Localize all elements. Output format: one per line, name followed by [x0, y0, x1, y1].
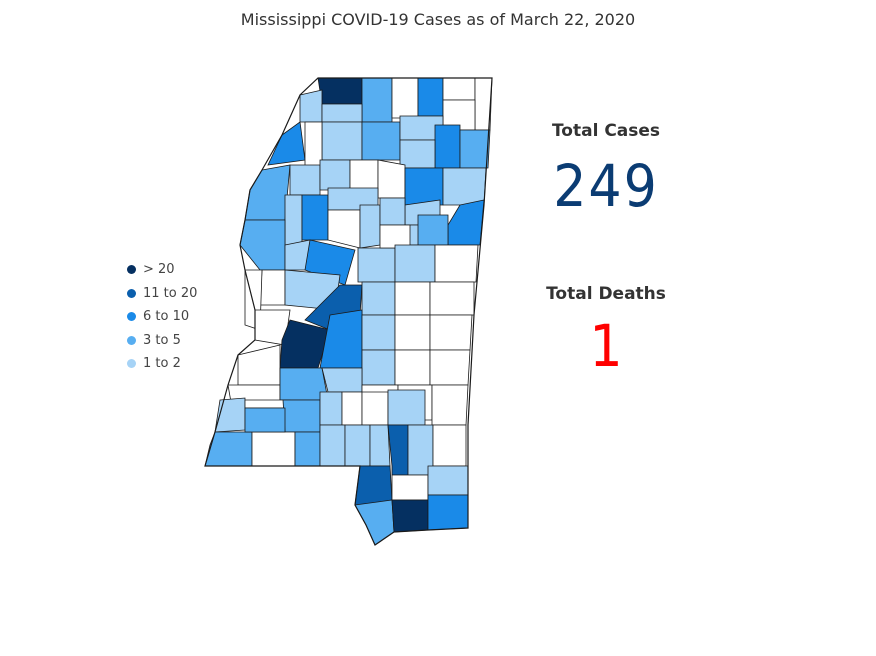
county-jeff-davis[interactable] — [341, 391, 363, 426]
county-winston[interactable] — [394, 244, 436, 283]
legend-label: 1 to 2 — [143, 356, 181, 372]
county-lincoln[interactable] — [282, 399, 321, 433]
legend-item: > 20 — [127, 258, 197, 282]
county-attala[interactable] — [357, 247, 396, 283]
county-tate[interactable] — [321, 103, 363, 123]
legend-swatch-icon — [127, 335, 136, 345]
legend-item: 3 to 5 — [127, 329, 197, 353]
county-smith[interactable] — [361, 349, 396, 386]
county-forrest-n[interactable] — [361, 391, 389, 426]
county-pike[interactable] — [244, 407, 286, 433]
county-leflore[interactable] — [301, 194, 329, 241]
county-wilkinson[interactable] — [204, 431, 253, 467]
county-carroll[interactable] — [327, 209, 361, 249]
county-yalobusha[interactable] — [319, 159, 351, 191]
county-noxubee-n[interactable] — [417, 214, 449, 246]
county-marion[interactable] — [319, 424, 346, 467]
legend-label: > 20 — [143, 262, 175, 278]
county-jackson[interactable] — [427, 494, 469, 531]
county-tippah[interactable] — [417, 77, 444, 117]
county-benton[interactable] — [391, 77, 419, 119]
legend-item: 11 to 20 — [127, 282, 197, 306]
total-deaths-label: Total Deaths — [546, 284, 666, 304]
county-desoto[interactable] — [317, 77, 363, 105]
county-quitman[interactable] — [304, 121, 323, 169]
county-wayne[interactable] — [431, 384, 469, 426]
county-walthall[interactable] — [294, 431, 321, 467]
county-sharkey[interactable] — [259, 269, 286, 306]
state-outline — [204, 77, 493, 546]
legend-label: 11 to 20 — [143, 285, 198, 301]
county-itawamba[interactable] — [459, 129, 491, 169]
county-noxubee[interactable] — [434, 244, 479, 283]
county-lowndes[interactable] — [447, 199, 485, 246]
county-lee[interactable] — [434, 124, 461, 169]
map-title: Mississippi COVID-19 Cases as of March 2… — [240, 10, 636, 29]
county-perry[interactable] — [387, 424, 409, 476]
county-clarke[interactable] — [429, 349, 471, 386]
total-cases-label: Total Cases — [551, 121, 661, 141]
county-calhoun[interactable] — [349, 159, 379, 191]
county-marshall[interactable] — [361, 77, 393, 123]
county-stone[interactable] — [391, 474, 429, 501]
county-lamar[interactable] — [344, 424, 371, 467]
legend-swatch-icon — [127, 312, 136, 322]
county-scott[interactable] — [361, 314, 396, 351]
county-monroe[interactable] — [404, 167, 444, 206]
county-tunica[interactable] — [299, 89, 323, 123]
county-leake[interactable] — [361, 281, 396, 316]
county-bolivar[interactable] — [244, 164, 291, 221]
county-harrison[interactable] — [391, 499, 429, 533]
county-neshoba[interactable] — [394, 281, 431, 316]
county-pontotoc[interactable] — [399, 139, 436, 169]
county-simpson[interactable] — [321, 367, 363, 393]
county-monroe-e[interactable] — [442, 167, 487, 206]
county-hancock[interactable] — [354, 499, 395, 546]
county-coahoma[interactable] — [267, 121, 306, 166]
county-amite[interactable] — [251, 431, 296, 467]
county-group — [204, 77, 493, 546]
county-panola[interactable] — [321, 121, 363, 161]
total-deaths-value: 1 — [589, 312, 623, 380]
county-george[interactable] — [427, 465, 469, 496]
total-cases-value: 249 — [553, 152, 659, 220]
county-newton[interactable] — [394, 314, 431, 351]
county-kemper[interactable] — [429, 281, 475, 316]
legend-item: 1 to 2 — [127, 352, 197, 376]
county-sunflower[interactable] — [284, 194, 303, 246]
legend-swatch-icon — [127, 359, 136, 369]
county-choctaw[interactable] — [379, 224, 411, 249]
county-washington[interactable] — [239, 219, 286, 271]
county-lafayette[interactable] — [361, 121, 401, 161]
legend-label: 3 to 5 — [143, 332, 181, 348]
county-webster[interactable] — [379, 197, 406, 226]
legend-swatch-icon — [127, 288, 136, 298]
county-jones-s[interactable] — [387, 389, 426, 426]
county-lauderdale[interactable] — [429, 314, 473, 351]
county-tallahatchie[interactable] — [289, 164, 321, 196]
county-lawrence[interactable] — [319, 391, 343, 426]
county-chickasaw[interactable] — [377, 159, 406, 199]
county-alcorn[interactable] — [442, 77, 476, 101]
legend-label: 6 to 10 — [143, 309, 190, 325]
legend-item: 6 to 10 — [127, 305, 197, 329]
county-montgomery[interactable] — [359, 204, 381, 249]
county-claiborne[interactable] — [237, 344, 281, 386]
county-forrest[interactable] — [369, 424, 391, 467]
county-pearl-river[interactable] — [354, 465, 393, 506]
county-jasper[interactable] — [394, 349, 431, 386]
legend: > 20 11 to 20 6 to 10 3 to 5 1 to 2 — [127, 258, 197, 376]
county-greene-e[interactable] — [432, 424, 467, 467]
legend-swatch-icon — [127, 265, 136, 275]
